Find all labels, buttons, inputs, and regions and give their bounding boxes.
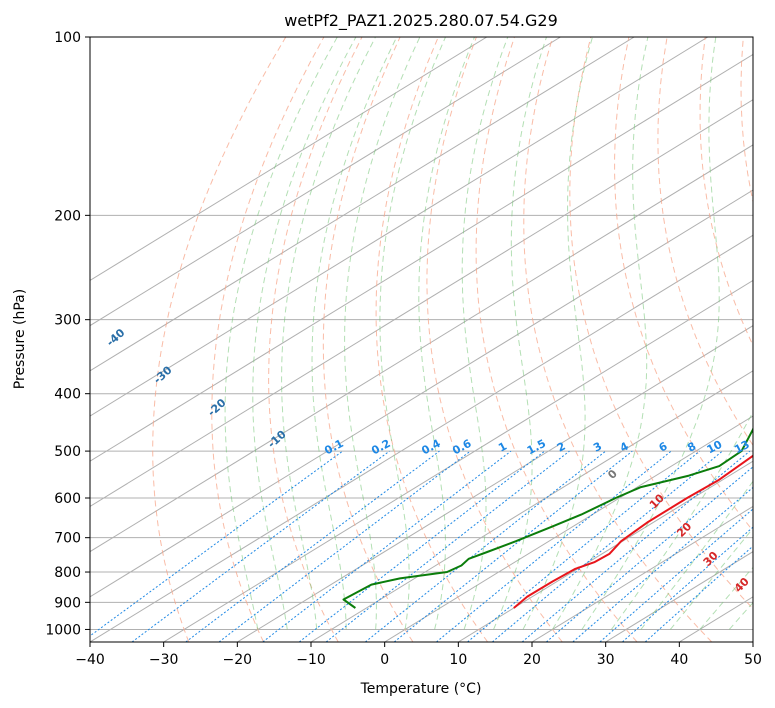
x-tick-label: −40 <box>75 652 105 668</box>
moist-adiabat <box>640 480 753 630</box>
moist-adiabat <box>379 37 446 630</box>
dry-adiabat <box>375 37 489 642</box>
mixing-ratio-line <box>467 450 701 642</box>
y-tick-label: 400 <box>54 387 81 403</box>
isotherm-line <box>384 415 753 642</box>
mixing-ratio-line <box>545 466 753 642</box>
x-tick-label: −10 <box>296 652 326 668</box>
y-tick-label: 800 <box>54 565 81 581</box>
y-axis-label: Pressure (hPa) <box>12 289 28 389</box>
isotherm-line <box>90 189 753 598</box>
isotherm-line <box>90 37 488 282</box>
isotherm-line <box>531 505 753 642</box>
profile-traces <box>342 426 753 609</box>
isotherm-line <box>90 234 753 642</box>
mixing-ratio-line <box>298 450 546 642</box>
x-tick-label: 40 <box>670 652 688 668</box>
x-tick-label: 10 <box>449 652 467 668</box>
moist-adiabat <box>311 37 398 630</box>
mixing-ratio-lines <box>90 450 753 642</box>
moist-adiabat <box>552 37 649 630</box>
dry-adiabat <box>268 37 363 642</box>
dewpoint-trace <box>342 426 753 609</box>
isotherm-line <box>90 99 753 508</box>
moist-adiabat <box>611 410 753 630</box>
temperature-trace <box>513 454 753 609</box>
y-axis-ticks: 100 200 300 400 500 600 700 800 900 1000 <box>45 30 90 638</box>
isotherm-line <box>310 370 753 642</box>
y-tick-label: 100 <box>54 30 81 46</box>
dry-adiabat <box>211 37 325 642</box>
x-tick-label: 50 <box>744 652 762 668</box>
mixing-ratio-line <box>185 450 440 642</box>
moist-adiabat <box>669 527 753 630</box>
plot-area: 0.10.20.40.611.52346810131620253036-100-… <box>90 37 753 642</box>
moist-adiabat <box>699 566 753 630</box>
mixing-ratio-line <box>393 450 633 642</box>
x-tick-label: 20 <box>523 652 541 668</box>
moist-adiabat <box>344 37 421 630</box>
x-axis-ticks: −40 −30 −20 −10 0 10 20 30 40 50 <box>75 642 762 668</box>
mixing-ratio-line <box>218 450 471 642</box>
dry-adiabat <box>523 37 713 642</box>
y-tick-label: 600 <box>54 491 81 507</box>
mixing-ratio-line <box>325 450 570 642</box>
y-tick-label: 300 <box>54 313 81 329</box>
mixing-ratio-line <box>644 545 753 642</box>
dry-adiabat-lines <box>152 37 753 642</box>
moist-adiabat <box>418 37 475 630</box>
moist-adiabat <box>281 37 376 630</box>
moist-adiabat <box>252 37 357 630</box>
y-tick-label: 900 <box>54 595 81 611</box>
isotherm-line <box>90 53 753 462</box>
mixing-ratio-label: 13 <box>732 438 752 457</box>
y-tick-label: 500 <box>54 444 81 460</box>
dry-adiabat <box>322 37 414 642</box>
y-tick-label: 1000 <box>45 622 81 638</box>
mixing-ratio-line <box>491 450 723 642</box>
plot-frame <box>89 36 754 643</box>
isotherm-line <box>90 37 561 327</box>
x-tick-label: 30 <box>597 652 615 668</box>
x-tick-label: −30 <box>149 652 179 668</box>
moist-adiabat-lines <box>224 37 753 630</box>
dry-adiabat <box>569 37 753 610</box>
x-axis-label: Temperature (°C) <box>360 681 482 697</box>
mixing-ratio-line <box>90 450 343 637</box>
mixing-ratio-line <box>436 450 672 642</box>
x-tick-label: −20 <box>223 652 253 668</box>
dry-adiabat <box>426 37 563 642</box>
moist-adiabat <box>522 37 593 630</box>
moist-adiabat <box>461 37 509 630</box>
dry-adiabat <box>614 37 753 532</box>
isotherm-line <box>163 279 753 642</box>
isotherm-line <box>90 37 635 372</box>
isotherm-line <box>237 325 753 642</box>
y-tick-label: 700 <box>54 531 81 547</box>
isotherm-line <box>90 37 709 417</box>
mixing-ratio-line <box>262 450 512 642</box>
moist-adiabat <box>224 37 338 630</box>
chart-title: wetPf2_PAZ1.2025.280.07.54.G29 <box>284 11 558 31</box>
x-tick-label: 0 <box>380 652 389 668</box>
dry-adiabat <box>657 37 753 447</box>
moist-adiabat <box>493 37 547 630</box>
mixing-ratio-line <box>521 450 751 642</box>
dry-adiabat <box>475 37 638 642</box>
isotherm-line <box>90 144 753 553</box>
mixing-ratio-label: 10 <box>705 438 725 457</box>
y-tick-label: 200 <box>54 208 81 224</box>
dry-adiabat <box>152 37 287 642</box>
dry-adiabat <box>699 37 753 347</box>
